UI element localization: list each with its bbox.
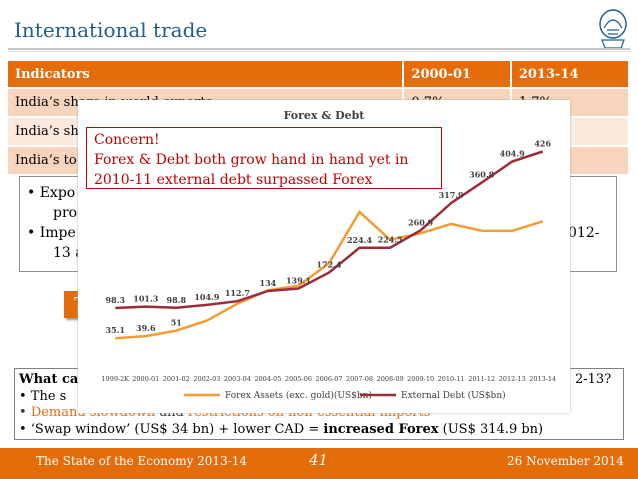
data-label: 260.9 — [408, 217, 433, 227]
explanation-line-1: • The s — [19, 389, 67, 404]
data-label: 139.1 — [286, 276, 311, 286]
x-tick-label: 2005-06 — [285, 375, 312, 383]
data-label: 224.5 — [378, 235, 403, 245]
page-number: 41 — [309, 451, 329, 469]
footer-date: 26 November 2014 — [507, 454, 624, 468]
x-tick-label: 2009-10 — [407, 375, 434, 383]
data-label: 101.3 — [133, 294, 158, 304]
data-label: 98.3 — [106, 295, 126, 305]
data-label: 51 — [171, 318, 182, 328]
data-label: 360.8 — [469, 170, 494, 180]
institution-logo-icon — [599, 9, 627, 49]
footer-title: The State of the Economy 2013-14 — [36, 454, 248, 468]
bullet-text-end: 012- — [568, 225, 600, 241]
swap-window-text: • ‘Swap window’ (US$ 34 bn) + lower CAD … — [19, 422, 320, 437]
data-label: 112.7 — [225, 288, 250, 298]
x-tick-label: 1999-2K — [101, 375, 129, 383]
forex-amount-text: (US$ 314.9 bn) — [442, 422, 544, 437]
table-header-2013-14: 2013-14 — [510, 61, 631, 88]
data-label: 134 — [260, 278, 277, 288]
x-tick-label: 2010-11 — [438, 375, 465, 383]
table-header-row: Indicators 2000-01 2013-14 — [8, 61, 631, 88]
data-label: 172.4 — [316, 260, 341, 270]
x-tick-label: 2013-14 — [529, 375, 556, 383]
x-tick-label: 2006-07 — [315, 375, 342, 383]
title-divider — [8, 48, 630, 50]
chart-title: Forex & Debt — [284, 109, 366, 122]
data-label: 404.9 — [500, 149, 525, 159]
data-label: 39.6 — [136, 323, 156, 333]
data-label: 317.9 — [439, 190, 464, 200]
x-tick-label: 2004-05 — [254, 375, 281, 383]
x-tick-label: 2011-12 — [468, 375, 495, 383]
concern-heading: Concern! — [94, 132, 160, 148]
increased-forex-text: increased Forex — [323, 422, 439, 437]
x-tick-label: 2003-04 — [224, 375, 251, 383]
x-tick-label: 2000-01 — [132, 375, 159, 383]
legend-debt-label: External Debt (US$bn) — [401, 390, 506, 401]
table-header-indicators: Indicators — [8, 61, 405, 88]
table-header-2000-01: 2000-01 — [403, 61, 512, 88]
debt-line — [115, 150, 544, 310]
explanation-line-3: • ‘Swap window’ (US$ 34 bn) + lower CAD … — [19, 422, 543, 437]
bullet-text: • Impe — [27, 225, 76, 241]
x-tick-label: 2008-09 — [377, 375, 404, 383]
footer-bar: The State of the Economy 2013-14 41 26 N… — [0, 448, 638, 479]
legend-forex-label: Forex Assets (exc. gold)(US$bn) — [225, 390, 372, 401]
data-label: 224.4 — [347, 235, 372, 245]
page-title: International trade — [14, 18, 208, 42]
x-tick-label: 2002-03 — [193, 375, 220, 383]
data-label: 104.9 — [194, 292, 219, 302]
data-label: 98.8 — [167, 295, 187, 305]
concern-callout: Concern! Forex & Debt both grow hand in … — [86, 127, 442, 189]
x-tick-label: 2012-13 — [499, 375, 526, 383]
question-text: What ca — [19, 372, 79, 387]
bullet-marker: • — [19, 405, 27, 420]
bullet-text: • Expo — [27, 185, 76, 201]
forex-line — [115, 210, 544, 340]
data-label: 426 — [534, 139, 551, 149]
bullet-exports: • Expo prod — [27, 183, 86, 223]
x-tick-label: 2001-02 — [163, 375, 190, 383]
x-tick-label: 2007-08 — [346, 375, 373, 383]
concern-line: Forex & Debt both grow hand in hand yet … — [94, 152, 409, 168]
chart-svg: Forex & Debt 35.1 39.6 51 98.3 101.3 98.8 104.… — [101, 109, 556, 401]
question-text-end: 2-13? — [575, 372, 612, 387]
title-divider-thin — [8, 51, 630, 52]
data-label: 35.1 — [106, 325, 125, 335]
concern-line: 2010-11 external debt surpassed Forex — [94, 172, 373, 188]
bullet-text: prod — [53, 205, 87, 221]
